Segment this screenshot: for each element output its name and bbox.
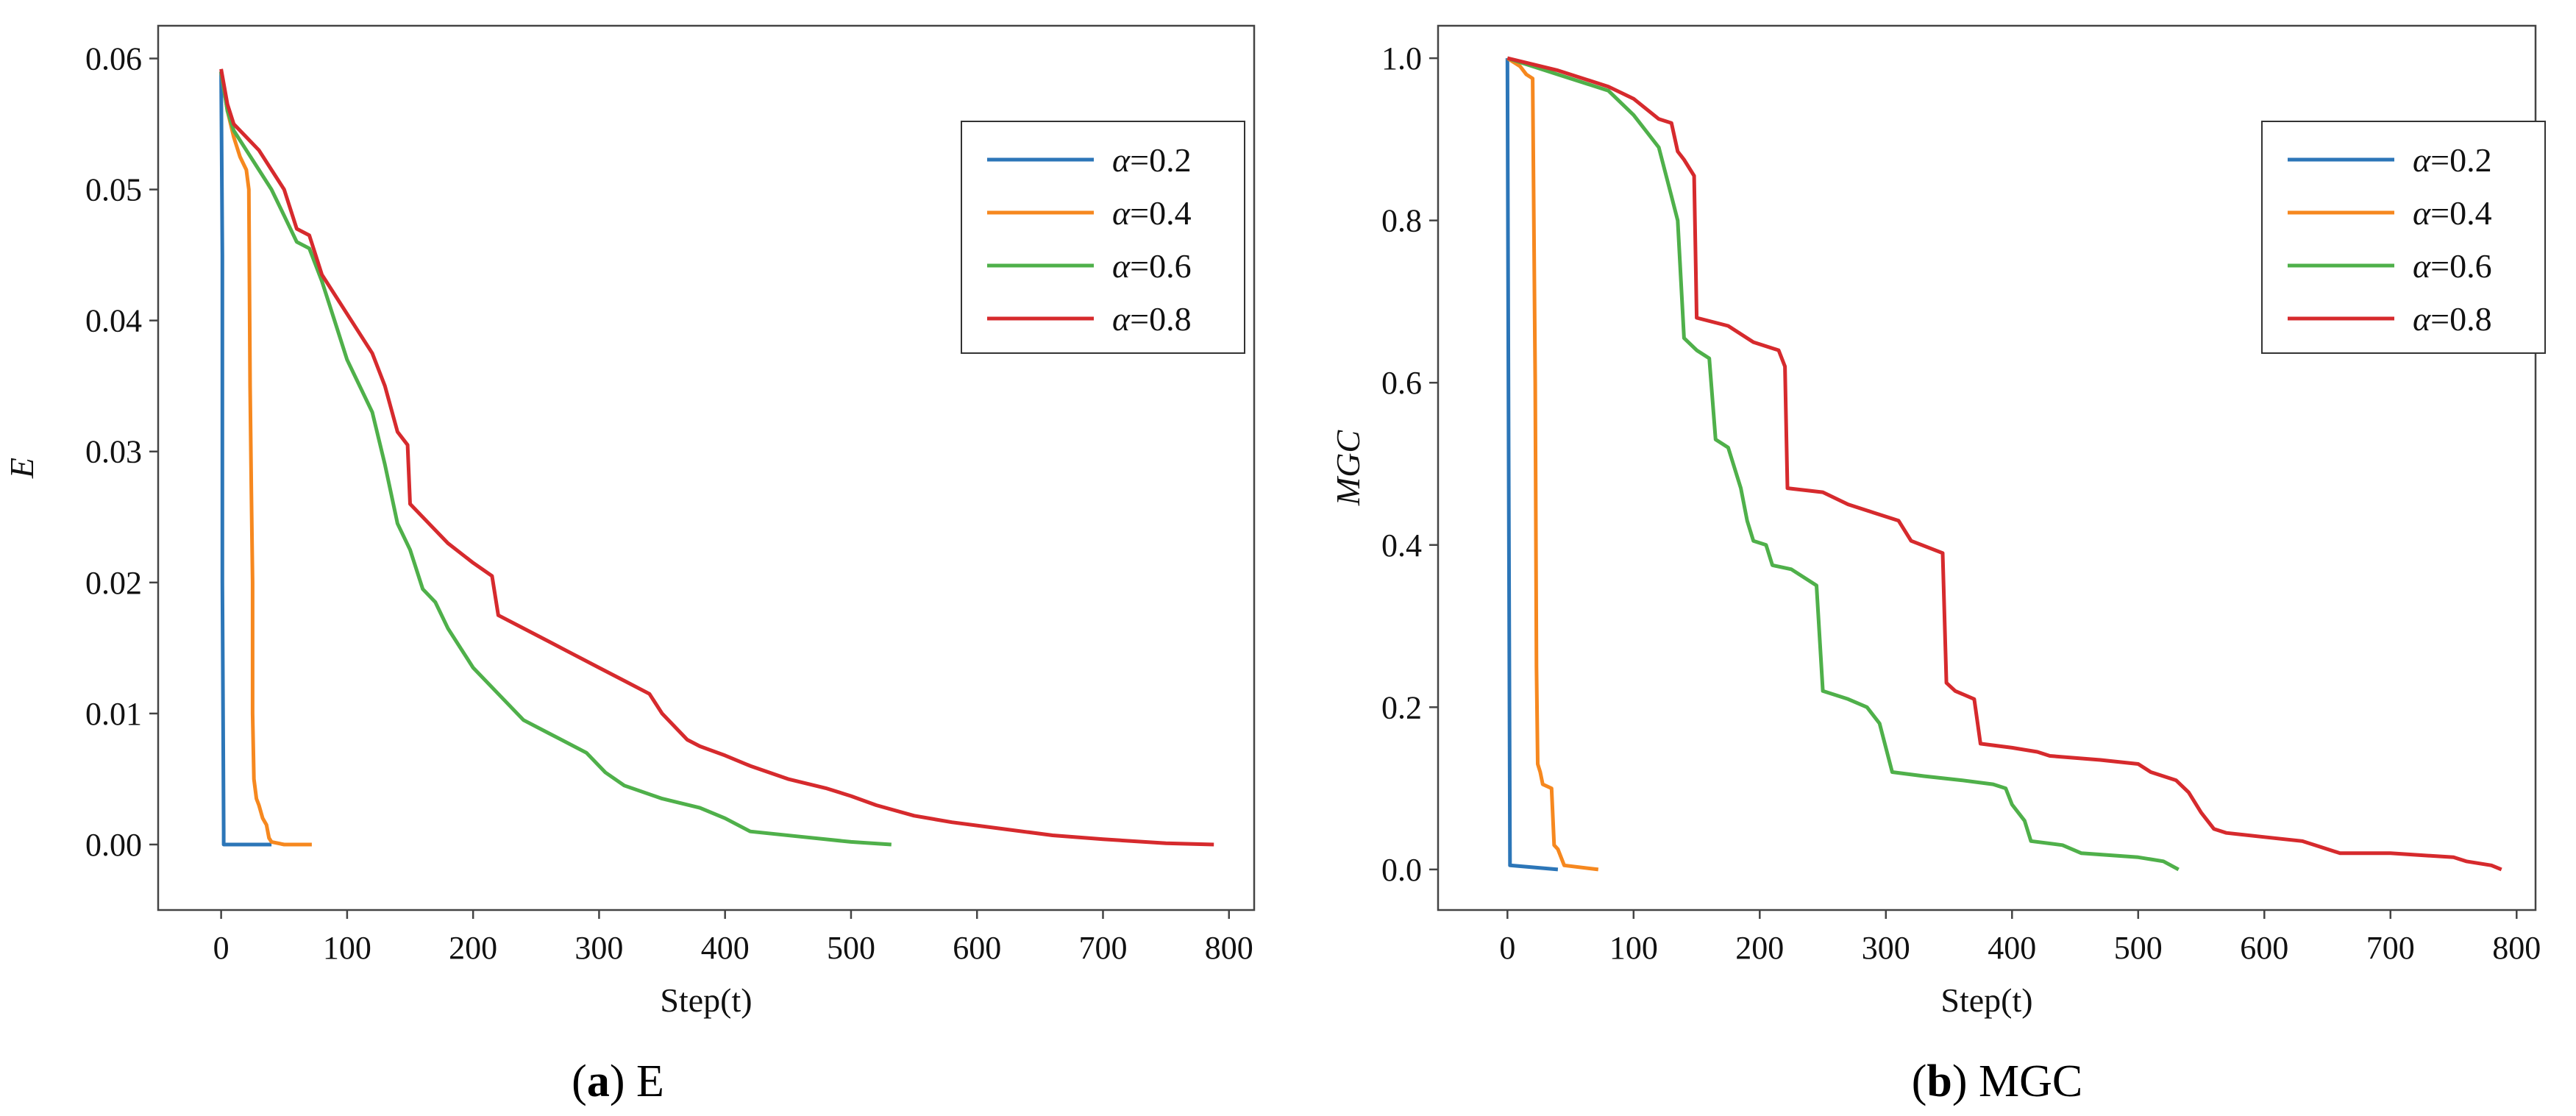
legend-alpha-value: =0.8: [1130, 300, 1191, 338]
panel-a-y-tick-label: 0.06: [85, 41, 142, 77]
panel-a-x-tick-label: 600: [953, 930, 1001, 966]
panel-b-y-tick-label: 0.6: [1381, 365, 1422, 401]
panel-a-series-line-4: [219, 68, 1214, 847]
panel-b-y-axis-label: MGC: [1329, 430, 1367, 507]
panel-b-x-tick-label: 100: [1609, 930, 1658, 966]
panel-b-x-tick-label: 0: [1499, 930, 1515, 966]
panel-b-series-line-3: [1506, 56, 2180, 872]
panel-b-x-tick-label: 500: [2114, 930, 2163, 966]
legend-alpha-symbol: α: [2413, 141, 2431, 179]
legend-alpha-symbol: α: [1112, 141, 1131, 179]
legend-alpha-value: =0.4: [2430, 194, 2491, 232]
panel-a-series-line-3: [219, 71, 892, 847]
panel-a-x-tick-label: 100: [323, 930, 371, 966]
panel-a-x-axis-label: Step(t): [660, 981, 752, 1019]
panel-b-legend-label-4: α=0.8: [2413, 300, 2492, 338]
panel-b-caption: (b) MGC: [1912, 1056, 2083, 1106]
panel-a-x-tick-label: 200: [449, 930, 497, 966]
legend-alpha-value: =0.2: [2430, 141, 2491, 179]
legend-alpha-symbol: α: [1112, 247, 1131, 285]
panel-b-series-line-1: [1505, 58, 1559, 872]
panel-b-ticks: 0 100 200 300 400 500 600 700 800 0.0 0.2 0.4 0.6 0.8…: [1381, 40, 2541, 966]
panel-b-series-line-4: [1506, 56, 2502, 872]
panel-b-plot-frame: [1437, 24, 2537, 911]
panel-a-y-tick-label: 0.00: [85, 827, 142, 863]
legend-alpha-symbol: α: [1112, 194, 1131, 232]
panel-a-caption-letter: a: [587, 1056, 610, 1106]
panel-a-chart: 0 100 200 300 400 500 600 700 800 0.00 0.01 0.02 0.0…: [3, 24, 1256, 1106]
panel-b-y-tick-label: 0.2: [1381, 689, 1422, 725]
panel-a-x-tick-label: 400: [701, 930, 750, 966]
panel-b-x-tick-label: 400: [1988, 930, 2036, 966]
panel-b-x-tick-label: 300: [1862, 930, 1910, 966]
legend-alpha-value: =0.4: [1130, 194, 1191, 232]
panel-a-legend-label-3: α=0.6: [1112, 247, 1192, 285]
legend-alpha-value: =0.8: [2430, 300, 2491, 338]
panel-b-caption-text: MGC: [1979, 1056, 2082, 1106]
panel-b-caption-letter: b: [1926, 1056, 1951, 1106]
panel-b-x-tick-label: 200: [1735, 930, 1784, 966]
panel-b-legend: α=0.2α=0.4α=0.6α=0.8: [2261, 121, 2546, 354]
legend-alpha-symbol: α: [2413, 194, 2431, 232]
panel-a-y-tick-label: 0.01: [85, 696, 142, 732]
legend-alpha-symbol: α: [2413, 247, 2431, 285]
panel-b-y-tick-label: 1.0: [1381, 40, 1422, 77]
panel-a-series-line-2: [219, 71, 312, 847]
panel-a-legend: α=0.2α=0.4α=0.6α=0.8: [961, 121, 1245, 354]
legend-alpha-value: =0.2: [1130, 141, 1191, 179]
panel-a-y-tick-label: 0.02: [85, 565, 142, 601]
panel-a-x-tick-label: 0: [213, 930, 230, 966]
panel-b-x-tick-label: 800: [2492, 930, 2541, 966]
panel-b-y-tick-label: 0.0: [1381, 852, 1422, 888]
panel-b-series-lines: [1505, 56, 2502, 872]
panel-b-legend-label-3: α=0.6: [2413, 247, 2492, 285]
legend-alpha-value: =0.6: [2430, 247, 2491, 285]
panel-a-x-tick-label: 700: [1078, 930, 1127, 966]
panel-b-series-line-2: [1506, 56, 1599, 872]
panel-a-y-tick-label: 0.03: [85, 434, 142, 470]
panel-a-plot-frame: [157, 24, 1256, 911]
panel-a-series-line-1: [219, 71, 272, 847]
panel-a-legend-label-1: α=0.2: [1112, 141, 1192, 179]
panel-b-legend-label-2: α=0.4: [2413, 194, 2492, 232]
panel-b-y-tick-label: 0.8: [1381, 203, 1422, 239]
panel-a-ticks: 0 100 200 300 400 500 600 700 800 0.00 0.01 0.02 0.0…: [85, 41, 1253, 966]
panel-a-x-tick-label: 800: [1205, 930, 1253, 966]
panel-a-x-tick-label: 500: [827, 930, 875, 966]
panel-a-caption: (a) E: [572, 1056, 664, 1106]
panel-b-x-axis-label: Step(t): [1940, 981, 2032, 1019]
legend-alpha-symbol: α: [2413, 300, 2431, 338]
panel-a-caption-text: E: [636, 1056, 664, 1106]
panel-a-y-axis-label: E: [3, 458, 40, 479]
legend-alpha-symbol: α: [1112, 300, 1131, 338]
panel-a-x-tick-label: 300: [574, 930, 623, 966]
panel-b-legend-label-1: α=0.2: [2413, 141, 2492, 179]
panel-b-x-tick-label: 600: [2240, 930, 2288, 966]
legend-alpha-value: =0.6: [1130, 247, 1191, 285]
panel-a-series-lines: [219, 68, 1214, 847]
panel-b-y-tick-label: 0.4: [1381, 527, 1422, 564]
panel-a-y-tick-label: 0.05: [85, 172, 142, 208]
panel-a-y-tick-label: 0.04: [85, 303, 142, 339]
panel-a-legend-label-4: α=0.8: [1112, 300, 1192, 338]
panel-b-x-tick-label: 700: [2366, 930, 2415, 966]
panel-a-legend-label-2: α=0.4: [1112, 194, 1192, 232]
panel-b-chart: 0 100 200 300 400 500 600 700 800 0.0 0.2 0.4 0.6 0.8…: [1329, 24, 2546, 1106]
